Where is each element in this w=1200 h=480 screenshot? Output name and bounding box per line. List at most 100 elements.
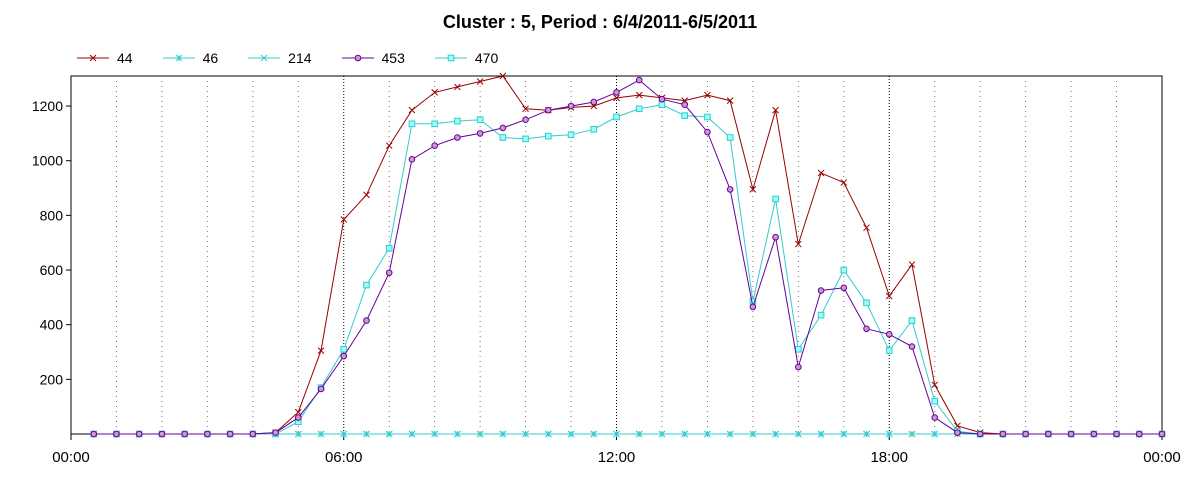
data-point-44: [704, 91, 711, 99]
data-point-453: [795, 363, 802, 371]
data-point-214: [317, 430, 325, 438]
data-point-214: [863, 430, 870, 438]
data-point-453: [613, 89, 620, 96]
data-point-470: [817, 311, 825, 319]
data-point-44: [885, 292, 893, 300]
x-tick-label: 00:00: [52, 449, 90, 466]
data-point-470: [613, 113, 620, 121]
data-point-470: [726, 134, 734, 141]
data-point-470: [772, 195, 779, 203]
data-point-453: [840, 284, 848, 292]
legend-swatch: [434, 54, 467, 62]
data-point-470: [795, 345, 802, 353]
data-point-214: [340, 430, 348, 438]
data-point-470: [635, 105, 643, 113]
data-point-44: [499, 72, 507, 80]
data-point-453: [113, 430, 120, 438]
legend-item-453: 453: [340, 50, 405, 66]
data-point-453: [749, 303, 757, 311]
data-point-470: [658, 101, 666, 108]
data-point-453: [704, 128, 711, 136]
legend-item-46: 46: [161, 50, 219, 66]
data-point-453: [658, 95, 666, 103]
data-point-44: [840, 179, 848, 186]
data-point-214: [772, 430, 779, 438]
legend-item-214: 214: [246, 50, 312, 66]
legend: 44 46 214 453 470: [75, 48, 526, 68]
data-point-470: [431, 120, 438, 128]
data-point-453: [249, 430, 257, 438]
plot-frame: [70, 75, 1163, 435]
data-point-470: [499, 134, 507, 141]
data-point-453: [681, 101, 688, 108]
data-point-453: [976, 430, 984, 438]
data-point-453: [1113, 430, 1120, 438]
y-tick-label: 200: [40, 371, 64, 387]
data-point-453: [885, 330, 893, 338]
data-point-470: [908, 317, 916, 324]
data-point-453: [90, 430, 98, 438]
data-point-214: [908, 430, 916, 438]
data-point-470: [476, 116, 484, 124]
data-point-453: [385, 269, 393, 277]
data-point-470: [704, 113, 711, 121]
legend-marker: [354, 54, 361, 62]
data-point-470: [567, 131, 575, 139]
data-point-214: [363, 430, 370, 438]
data-point-453: [181, 430, 188, 438]
data-point-214: [817, 430, 825, 438]
legend-marker: [447, 54, 455, 62]
data-point-470: [840, 266, 848, 274]
data-point-214: [704, 430, 711, 438]
legend-swatch: [341, 54, 374, 62]
series-line-453: [93, 79, 1162, 435]
data-point-453: [454, 134, 461, 141]
data-point-453: [931, 414, 939, 421]
data-point-44: [635, 91, 643, 99]
data-point-453: [135, 430, 143, 438]
data-point-44: [340, 216, 348, 223]
legend-swatch: [248, 54, 281, 62]
data-point-453: [204, 430, 211, 438]
data-point-453: [1022, 430, 1029, 438]
data-point-214: [567, 430, 575, 438]
chart-title: Cluster : 5, Period : 6/4/2011-6/5/2011: [442, 12, 758, 32]
legend-marker: [89, 54, 97, 62]
data-point-453: [817, 287, 825, 294]
data-point-44: [817, 169, 825, 177]
data-point-214: [931, 430, 939, 438]
data-point-453: [408, 156, 416, 163]
legend-label: 470: [474, 50, 499, 66]
data-point-453: [522, 116, 529, 124]
data-point-44: [863, 224, 870, 232]
data-point-214: [385, 430, 393, 438]
data-point-453: [1135, 430, 1143, 438]
y-tick-label: 800: [40, 207, 64, 223]
data-point-44: [772, 106, 779, 114]
data-point-44: [294, 408, 302, 416]
data-point-470: [931, 397, 939, 405]
legend-item-470: 470: [433, 50, 498, 66]
data-point-453: [499, 124, 507, 132]
data-point-470: [885, 347, 893, 354]
x-tick-label: 00:00: [1143, 449, 1181, 466]
data-point-453: [772, 233, 779, 241]
legend-marker: [175, 54, 182, 62]
legend-label: 46: [202, 50, 219, 66]
data-point-453: [294, 414, 302, 421]
data-point-453: [1045, 430, 1052, 438]
data-point-214: [590, 430, 598, 438]
data-point-214: [544, 430, 552, 438]
legend-label: 453: [381, 50, 405, 66]
data-point-470: [545, 132, 552, 140]
legend-swatch: [77, 54, 109, 62]
x-tick-label: 12:00: [598, 449, 636, 466]
y-tick-label: 1200: [32, 98, 63, 114]
legend-label: 44: [117, 50, 133, 66]
data-point-453: [363, 317, 370, 324]
data-point-44: [908, 261, 916, 268]
data-point-470: [863, 299, 870, 307]
data-point-214: [840, 430, 848, 438]
data-point-44: [794, 240, 802, 248]
